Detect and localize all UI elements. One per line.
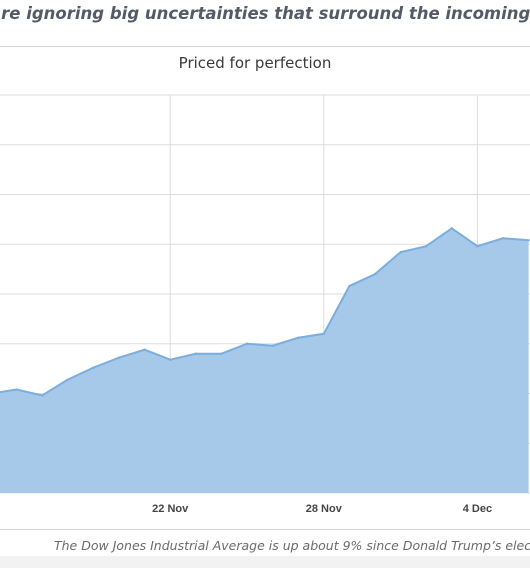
- data-point: [527, 239, 530, 242]
- data-point: [501, 237, 505, 240]
- data-point: [322, 332, 325, 335]
- data-point: [194, 352, 197, 355]
- article-headline: are ignoring big uncertainties that surr…: [0, 4, 530, 23]
- data-point: [15, 388, 18, 391]
- data-point: [41, 394, 44, 397]
- data-point: [245, 342, 249, 345]
- footer-band: [0, 556, 530, 568]
- area-series-fill: [0, 228, 529, 493]
- x-tick-label: 28 Nov: [306, 503, 343, 515]
- x-tick-label: 4 Dec: [463, 503, 492, 515]
- data-point: [399, 251, 402, 254]
- data-point: [297, 336, 300, 339]
- area-series-line: [0, 227, 529, 397]
- data-point: [450, 227, 453, 230]
- data-point: [271, 344, 274, 347]
- top-divider: [0, 46, 530, 47]
- data-point: [117, 356, 121, 359]
- bottom-divider: [0, 529, 530, 530]
- data-point: [476, 245, 479, 248]
- data-point: [66, 378, 70, 381]
- data-point: [425, 245, 428, 248]
- data-points: [15, 227, 530, 397]
- data-point: [220, 352, 223, 355]
- data-point: [143, 348, 146, 351]
- data-point: [169, 358, 172, 361]
- data-point: [348, 284, 351, 288]
- data-point: [373, 272, 377, 276]
- x-tick-label: 22 Nov: [152, 503, 189, 515]
- chart-title: Priced for perfection: [179, 54, 332, 72]
- data-point: [92, 366, 95, 369]
- chart-caption: The Dow Jones Industrial Average is up a…: [54, 538, 530, 553]
